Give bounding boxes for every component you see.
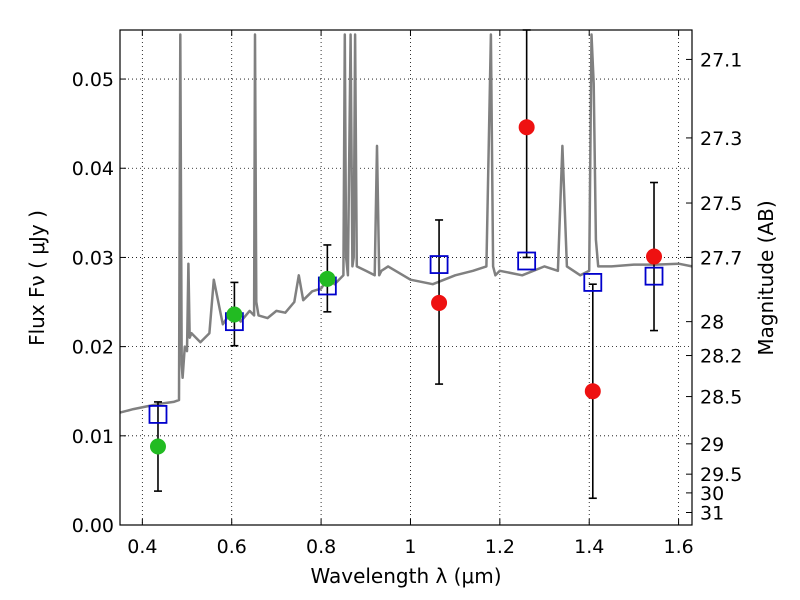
axes-frame	[119, 29, 693, 526]
x-tick-label: 0.4	[127, 536, 157, 558]
y-tick-label: 0.01	[72, 426, 114, 448]
ticks: 0.4 0.6 0.8 1 1.2 1.4 1.6 0.00 0.01 0.02 0.03 0.04 0…	[72, 30, 742, 558]
y2-tick-label: 31	[700, 503, 724, 525]
x-axis-title: Wavelength λ (μm)	[310, 564, 501, 588]
model-photometry-square	[429, 255, 449, 274]
y2-tick-label: 27.7	[700, 247, 742, 269]
y2-tick-label: 29	[700, 434, 724, 456]
data-point	[226, 306, 243, 323]
y2-tick-label: 29.5	[700, 464, 742, 486]
y2-tick-label: 28.5	[700, 387, 742, 409]
y2-tick-label: 27.1	[700, 49, 742, 71]
x-tick-label: 1	[404, 536, 416, 558]
data-point	[319, 270, 336, 287]
model-photometry-square	[583, 273, 603, 292]
x-tick-label: 1.2	[485, 536, 515, 558]
data-point	[646, 248, 663, 265]
y-tick-label: 0.02	[72, 337, 114, 359]
data-point	[431, 294, 448, 311]
model-photometry-square	[148, 405, 168, 424]
x-tick-label: 0.8	[306, 536, 336, 558]
x-tick-label: 0.6	[217, 536, 247, 558]
model-photometry-square	[644, 266, 664, 286]
spectrum-line	[119, 33, 693, 414]
y-tick-label: 0.05	[72, 69, 114, 91]
data-point	[584, 383, 601, 400]
y2-tick-label: 28	[700, 312, 724, 334]
y2-tick-label: 27.5	[700, 193, 742, 215]
x-tick-label: 1.4	[574, 536, 604, 558]
y2-axis-title: Magnitude (AB)	[754, 200, 778, 355]
y2-tick-label: 27.3	[700, 128, 742, 150]
y-tick-label: 0.04	[72, 158, 114, 180]
model-photometry-square	[517, 251, 537, 271]
data-point	[518, 119, 535, 136]
y-tick-label: 0.00	[72, 515, 114, 537]
y-tick-label: 0.03	[72, 247, 114, 269]
y2-tick-label: 30	[700, 483, 724, 505]
y-axis-title: Flux Fν ( μJy )	[25, 210, 49, 346]
y2-tick-label: 28.2	[700, 346, 742, 368]
data-point	[149, 438, 166, 455]
x-tick-label: 1.6	[663, 536, 693, 558]
